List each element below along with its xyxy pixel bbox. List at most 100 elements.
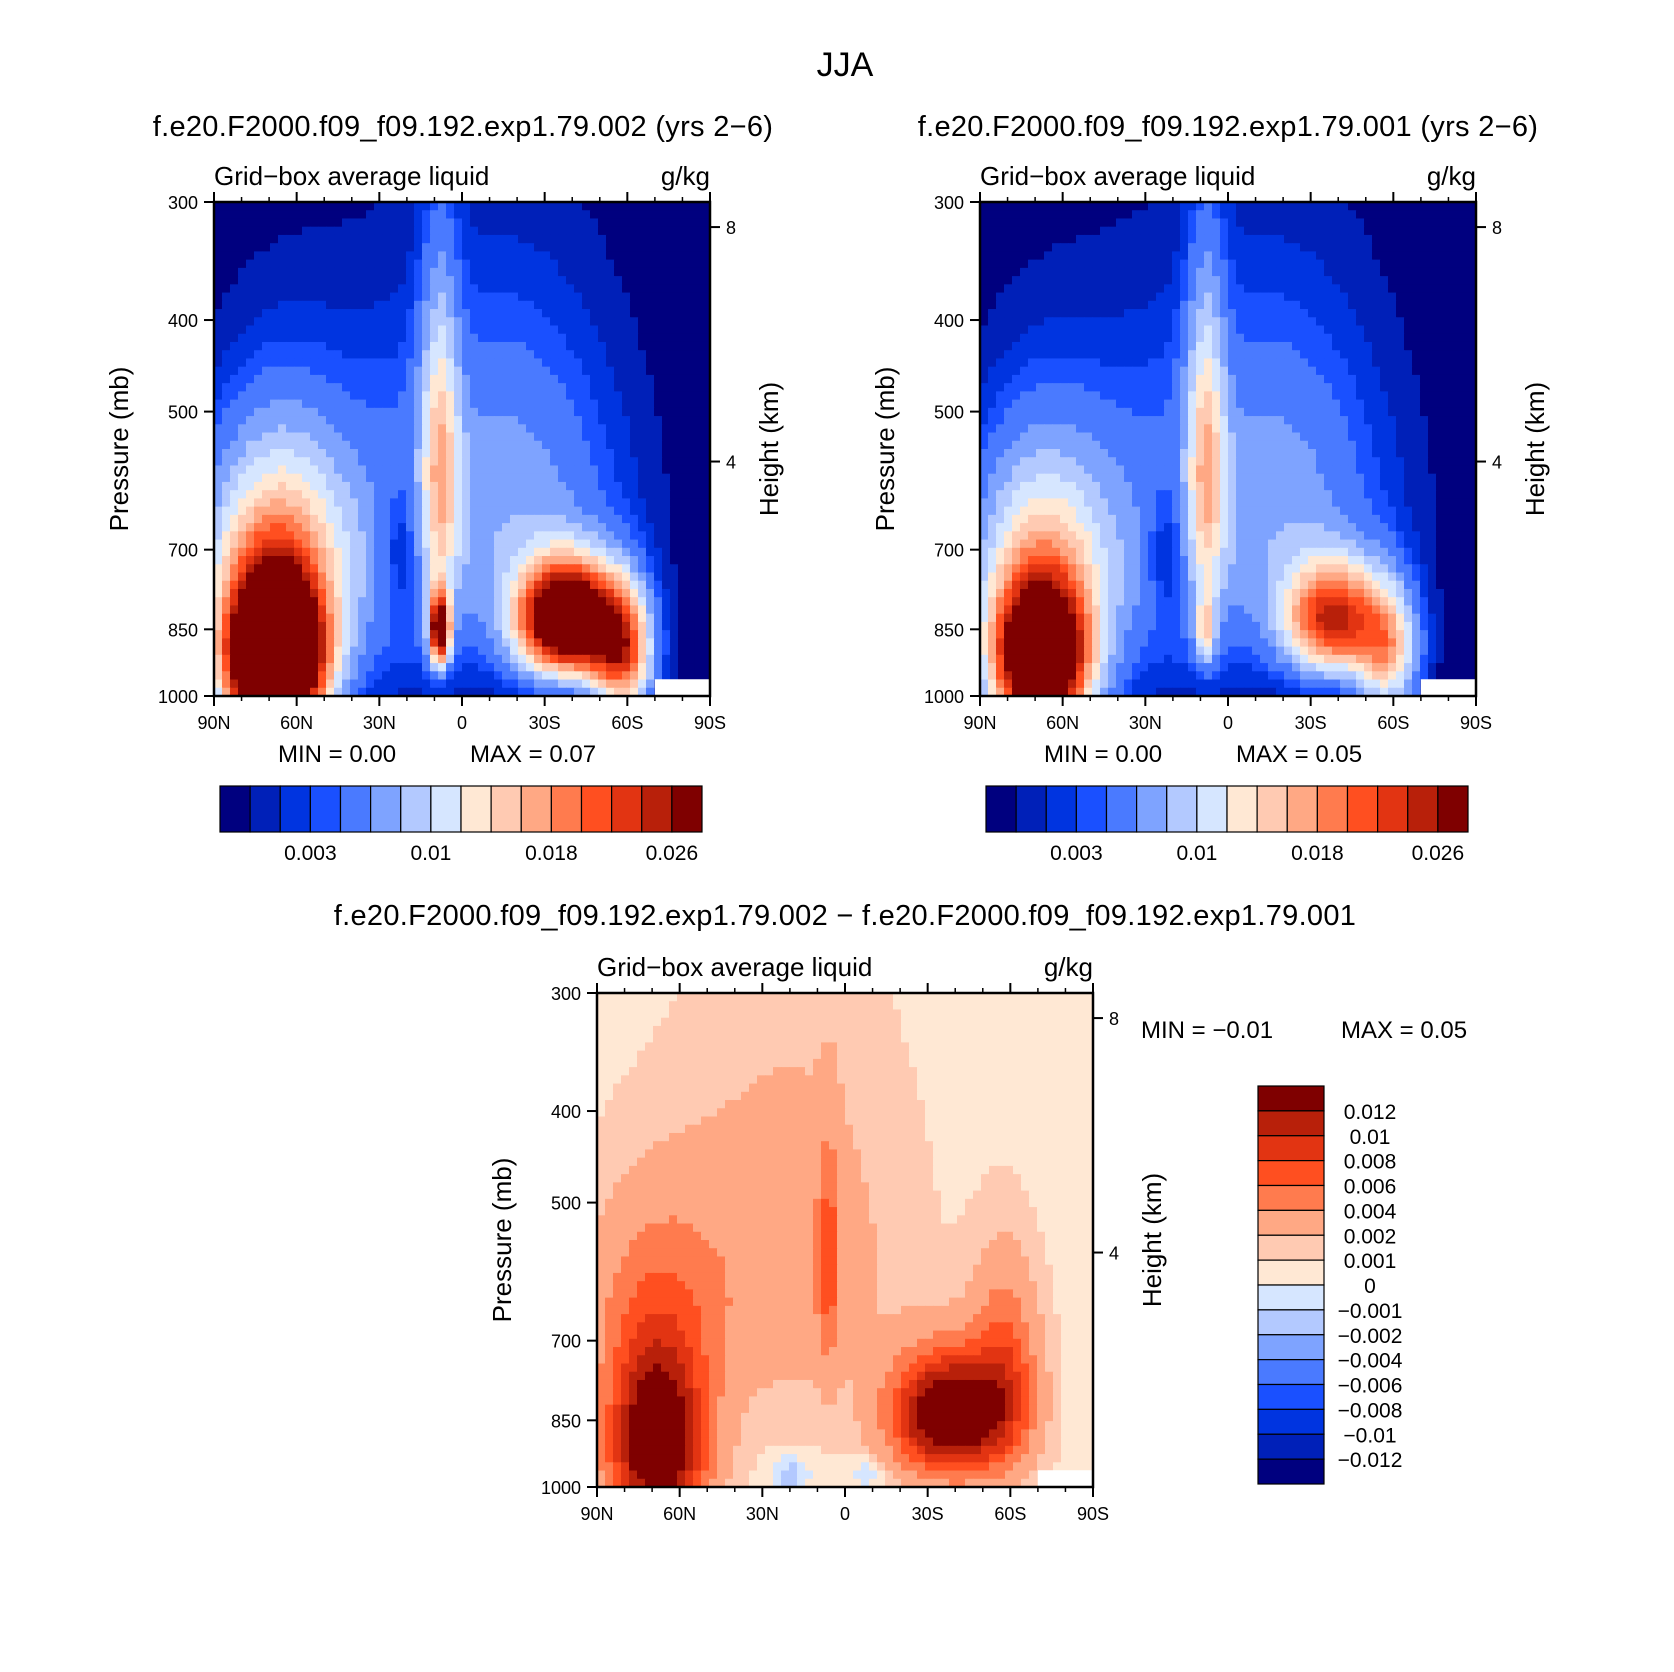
field-cell xyxy=(398,399,407,409)
field-cell xyxy=(574,259,583,269)
field-cell xyxy=(494,284,503,294)
field-cell xyxy=(510,572,519,582)
field-cell xyxy=(694,234,703,244)
field-cell xyxy=(686,572,695,582)
field-cell xyxy=(1108,341,1117,351)
field-cell xyxy=(550,498,559,508)
field-cell xyxy=(406,514,415,524)
field-cell xyxy=(582,243,591,252)
field-cell xyxy=(1436,292,1445,302)
field-cell xyxy=(502,251,511,261)
field-cell xyxy=(214,654,223,664)
field-cell xyxy=(1100,234,1109,244)
field-cell xyxy=(334,481,343,491)
field-cell xyxy=(478,374,487,384)
field-cell xyxy=(1468,259,1477,269)
field-cell xyxy=(1044,341,1053,351)
field-cell xyxy=(1260,309,1269,318)
field-cell xyxy=(502,621,511,631)
field-cell xyxy=(1412,292,1421,302)
field-cell xyxy=(518,317,527,327)
field-cell xyxy=(1220,276,1229,285)
field-cell xyxy=(558,284,567,294)
field-cell xyxy=(294,638,303,648)
field-cell xyxy=(1188,309,1197,318)
field-cell xyxy=(678,605,687,615)
field-cell xyxy=(454,654,463,664)
field-cell xyxy=(1060,292,1069,302)
field-cell xyxy=(614,449,623,458)
field-cell xyxy=(662,432,671,442)
field-cell xyxy=(270,267,279,277)
field-cell xyxy=(430,325,439,335)
field-cell xyxy=(342,358,351,368)
field-cell xyxy=(326,498,335,508)
field-cell xyxy=(630,432,639,442)
field-cell xyxy=(326,490,335,499)
field-cell xyxy=(1164,234,1173,244)
field-cell xyxy=(1108,234,1117,244)
field-cell xyxy=(278,391,287,401)
field-cell xyxy=(350,432,359,442)
field-cell xyxy=(374,432,383,442)
field-cell xyxy=(1324,267,1333,277)
field-cell xyxy=(1164,267,1173,277)
field-cell xyxy=(390,621,399,631)
field-cell xyxy=(238,251,247,261)
field-cell xyxy=(414,630,423,639)
field-cell xyxy=(246,490,255,499)
field-cell xyxy=(326,457,335,467)
field-cell xyxy=(342,654,351,664)
field-cell xyxy=(670,588,679,598)
field-cell xyxy=(350,597,359,607)
field-cell xyxy=(630,424,639,434)
field-cell xyxy=(510,597,519,607)
field-cell xyxy=(358,490,367,499)
field-cell xyxy=(566,243,575,252)
field-cell xyxy=(510,383,519,392)
field-cell xyxy=(606,671,615,681)
field-cell xyxy=(294,646,303,656)
field-cell xyxy=(310,531,319,541)
field-cell xyxy=(646,564,655,574)
field-cell xyxy=(1092,284,1101,294)
field-cell xyxy=(558,671,567,681)
field-cell xyxy=(1356,243,1365,252)
field-cell xyxy=(1052,317,1061,327)
field-cell xyxy=(454,605,463,615)
field-cell xyxy=(254,407,263,417)
field-cell xyxy=(470,457,479,467)
field-cell xyxy=(270,243,279,252)
field-cell xyxy=(382,399,391,409)
field-cell xyxy=(654,267,663,277)
field-cell xyxy=(342,679,351,689)
field-cell xyxy=(510,292,519,302)
field-cell xyxy=(510,490,519,499)
field-cell xyxy=(574,350,583,360)
field-cell xyxy=(286,383,295,392)
field-cell xyxy=(1172,226,1181,236)
field-cell xyxy=(1300,309,1309,318)
field-cell xyxy=(382,654,391,664)
field-cell xyxy=(1220,226,1229,236)
field-cell xyxy=(254,284,263,294)
field-cell xyxy=(502,424,511,434)
field-cell xyxy=(686,663,695,672)
field-cell xyxy=(462,300,471,310)
field-cell xyxy=(1404,210,1413,220)
field-cell xyxy=(1004,251,1013,261)
field-cell xyxy=(406,605,415,615)
field-cell xyxy=(646,547,655,557)
field-cell xyxy=(230,202,239,211)
field-cell xyxy=(1316,284,1325,294)
field-cell xyxy=(638,613,647,623)
field-cell xyxy=(1300,251,1309,261)
field-cell xyxy=(470,383,479,392)
field-cell xyxy=(1380,210,1389,220)
field-cell xyxy=(462,383,471,392)
field-cell xyxy=(630,243,639,252)
field-cell xyxy=(454,325,463,335)
field-cell xyxy=(310,572,319,582)
field-cell xyxy=(1212,350,1221,360)
field-cell xyxy=(318,671,327,681)
